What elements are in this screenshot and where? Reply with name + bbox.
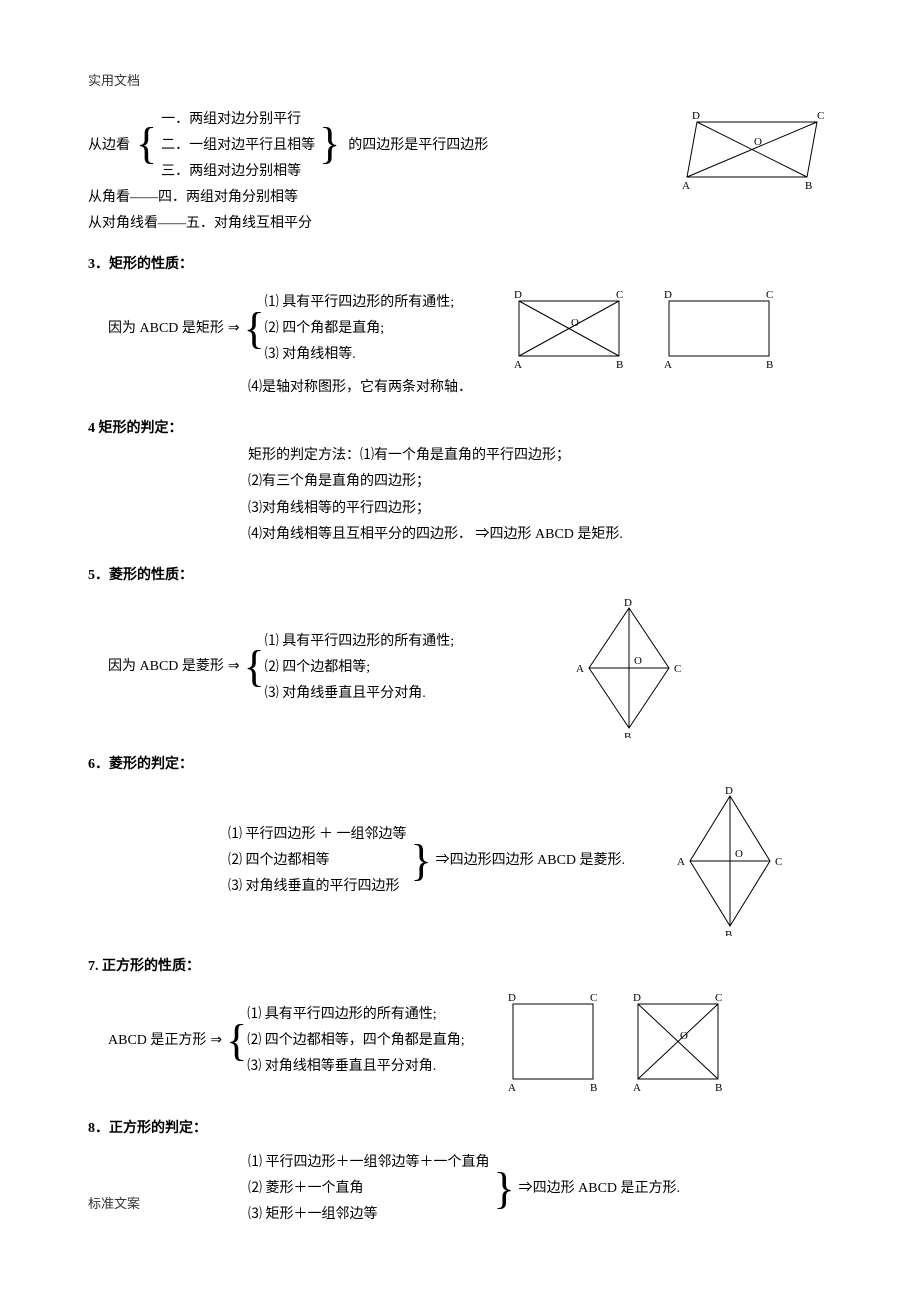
s8: 8．正方形的判定： ⑴ 平行四边形＋一组邻边等＋一个直角 ⑵ 菱形＋一个直角 ⑶… <box>88 1116 832 1228</box>
s6-title: 6．菱形的判定： <box>88 752 832 779</box>
s5-title: 5．菱形的性质： <box>88 563 832 590</box>
p-item-2: 二．一组对边平行且相等 <box>161 133 315 159</box>
s3-prefix: 因为 ABCD 是矩形 <box>108 316 224 343</box>
parallelogram-section: 从边看 { 一．两组对边分别平行 二．一组对边平行且相等 三．两组对边分别相等 … <box>88 107 832 238</box>
s4-title: 4 矩形的判定： <box>88 416 832 443</box>
svg-text:D: D <box>514 289 522 301</box>
s6: 6．菱形的判定： ⑴ 平行四边形 ＋ 一组邻边等 ⑵ 四个边都相等 ⑶ 对角线垂… <box>88 752 832 937</box>
s7-i1: ⑴ 具有平行四边形的所有通性; <box>247 1002 464 1028</box>
svg-text:B: B <box>725 929 732 936</box>
s6-conclusion: ⇒四边形四边形 ABCD 是菱形. <box>436 848 625 875</box>
svg-text:D: D <box>633 992 641 1004</box>
s4-intro: 矩形的判定方法：⑴有一个角是直角的平行四边形； <box>248 443 832 470</box>
svg-text:C: C <box>817 110 824 122</box>
s8-conclusion: ⇒四边形 ABCD 是正方形. <box>519 1176 680 1203</box>
s8-i3: ⑶ 矩形＋一组邻边等 <box>248 1202 490 1228</box>
doc-header: 实用文档 <box>88 70 832 89</box>
p-diag: 从对角线看——五．对角线互相平分 <box>88 211 312 238</box>
s7: 7. 正方形的性质： ABCD 是正方形 ⇒ { ⑴ 具有平行四边形的所有通性;… <box>88 954 832 1094</box>
s8-title: 8．正方形的判定： <box>88 1116 832 1143</box>
svg-text:O: O <box>680 1030 688 1042</box>
svg-text:O: O <box>634 655 642 667</box>
rhombus-diag-2: A B C D O <box>665 786 795 936</box>
svg-text:B: B <box>590 1082 597 1094</box>
s3: 3．矩形的性质： 因为 ABCD 是矩形 ⇒ { ⑴ 具有平行四边形的所有通性;… <box>88 252 832 402</box>
svg-text:O: O <box>735 848 743 860</box>
parallelogram-diagram: A B C D O <box>657 107 832 202</box>
s3-title: 3．矩形的性质： <box>88 252 832 279</box>
s7-prefix: ABCD 是正方形 <box>108 1028 206 1055</box>
svg-text:D: D <box>725 786 733 797</box>
s7-i3: ⑶ 对角线相等垂直且平分对角. <box>247 1054 464 1080</box>
s3-i3: ⑶ 对角线相等. <box>265 342 454 368</box>
p-conclusion: 的四边形是平行四边形 <box>348 133 488 160</box>
s5-i1: ⑴ 具有平行四边形的所有通性; <box>265 629 454 655</box>
s7-title: 7. 正方形的性质： <box>88 954 832 981</box>
rect-diag-1: A B C D O <box>504 286 634 371</box>
svg-text:A: A <box>664 359 672 371</box>
p-angle: 从角看——四．两组对角分别相等 <box>88 185 298 212</box>
svg-text:A: A <box>682 180 690 192</box>
svg-text:B: B <box>805 180 812 192</box>
s8-i1: ⑴ 平行四边形＋一组邻边等＋一个直角 <box>248 1150 490 1176</box>
svg-text:O: O <box>754 136 762 148</box>
s5-i3: ⑶ 对角线垂直且平分对角. <box>265 681 454 707</box>
svg-text:C: C <box>766 289 773 301</box>
s6-i3: ⑶ 对角线垂直的平行四边形 <box>228 874 407 900</box>
s3-extra: ⑷是轴对称图形，它有两条对称轴． <box>248 375 832 402</box>
s4-i3: ⑶对角线相等的平行四边形； <box>248 496 832 523</box>
svg-text:D: D <box>508 992 516 1004</box>
svg-text:D: D <box>624 598 632 609</box>
svg-text:O: O <box>571 317 579 329</box>
s5-prefix: 因为 ABCD 是菱形 <box>108 654 224 681</box>
svg-text:C: C <box>674 663 681 675</box>
svg-text:B: B <box>616 359 623 371</box>
svg-text:C: C <box>715 992 722 1004</box>
svg-text:C: C <box>616 289 623 301</box>
svg-text:B: B <box>715 1082 722 1094</box>
p-item-3: 三．两组对边分别相等 <box>161 159 315 185</box>
s4: 4 矩形的判定： 矩形的判定方法：⑴有一个角是直角的平行四边形； ⑵有三个角是直… <box>88 416 832 549</box>
svg-text:A: A <box>633 1082 641 1094</box>
svg-text:A: A <box>576 663 584 675</box>
svg-text:C: C <box>775 856 782 868</box>
svg-text:A: A <box>514 359 522 371</box>
svg-text:A: A <box>508 1082 516 1094</box>
s4-i4: ⑷对角线相等且互相平分的四边形． ⇒四边形 ABCD 是矩形. <box>248 522 832 549</box>
s3-i2: ⑵ 四个角都是直角; <box>265 316 454 342</box>
s8-i2: ⑵ 菱形＋一个直角 <box>248 1176 490 1202</box>
svg-text:A: A <box>677 856 685 868</box>
edge-label: 从边看 <box>88 133 130 160</box>
square-diag-1: A B C D <box>495 989 610 1094</box>
rect-diag-2: A B C D <box>654 286 784 371</box>
s5-i2: ⑵ 四个边都相等; <box>265 655 454 681</box>
rhombus-diag-1: A B C D O <box>564 598 694 738</box>
svg-text:B: B <box>766 359 773 371</box>
s6-i1: ⑴ 平行四边形 ＋ 一组邻边等 <box>228 822 407 848</box>
square-diag-2: A B C D O <box>620 989 735 1094</box>
svg-text:D: D <box>692 110 700 122</box>
s4-i2: ⑵有三个角是直角的四边形； <box>248 469 832 496</box>
s7-i2: ⑵ 四个边都相等，四个角都是直角; <box>247 1028 464 1054</box>
svg-text:B: B <box>624 731 631 738</box>
svg-text:D: D <box>664 289 672 301</box>
doc-footer: 标准文案 <box>88 1193 140 1212</box>
p-item-1: 一．两组对边分别平行 <box>161 107 315 133</box>
s6-i2: ⑵ 四个边都相等 <box>228 848 407 874</box>
s5: 5．菱形的性质： 因为 ABCD 是菱形 ⇒ { ⑴ 具有平行四边形的所有通性;… <box>88 563 832 738</box>
svg-text:C: C <box>590 992 597 1004</box>
s3-i1: ⑴ 具有平行四边形的所有通性; <box>265 290 454 316</box>
